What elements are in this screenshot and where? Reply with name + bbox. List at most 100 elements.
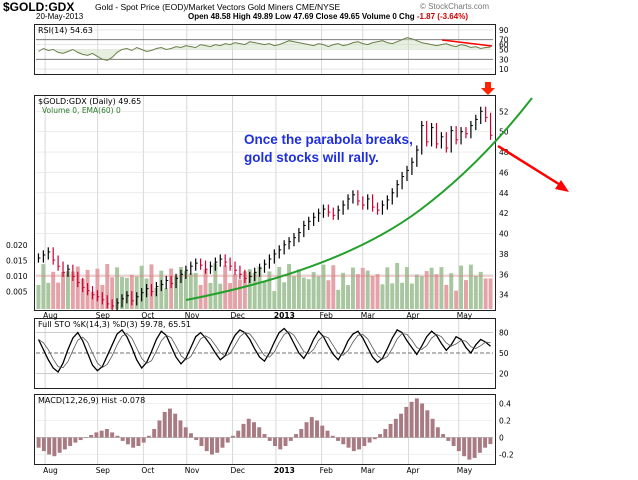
price-tick-label: 48 xyxy=(499,148,509,157)
volume-bar xyxy=(178,266,183,309)
macd-hist-bar xyxy=(393,418,398,438)
macd-hist-bar xyxy=(362,437,367,446)
volume-bar xyxy=(483,278,488,309)
macd-tick-label: -0.2 xyxy=(499,451,514,460)
volume-bar xyxy=(360,267,365,309)
volume-tick-label: 0.005 xyxy=(6,288,28,297)
volume-bar xyxy=(488,278,493,309)
volume-bar xyxy=(120,276,124,309)
volume-bar xyxy=(61,271,65,309)
volume-bar xyxy=(419,276,424,309)
macd-hist-bar xyxy=(467,437,472,460)
chart-symbol: $GOLD:GDX xyxy=(3,0,75,14)
macd-hist-bar xyxy=(173,413,178,438)
volume-bar xyxy=(51,271,56,309)
sto-tick-label: 50 xyxy=(499,349,509,358)
sto-panel-title: Full STO %K(14,3) %D(3) 59.78, 65.51 xyxy=(38,320,191,329)
macd-hist-bar xyxy=(83,437,88,439)
macd-hist-bar xyxy=(78,437,83,441)
volume-bar xyxy=(355,274,360,309)
volume-bar xyxy=(390,283,395,309)
annotation-line-2: gold stocks will rally. xyxy=(244,150,379,165)
volume-bar xyxy=(46,282,51,309)
macd-hist-bar xyxy=(99,430,104,438)
macd-hist-bar xyxy=(357,437,362,450)
ohlc-readout: Open 48.58 High 49.89 Low 47.69 Close 49… xyxy=(188,12,468,21)
volume-bar xyxy=(439,267,444,309)
top-down-arrow-icon xyxy=(481,82,495,95)
macd-hist-bar xyxy=(215,437,220,453)
x-tick-label: Oct xyxy=(141,311,154,320)
volume-bar xyxy=(336,289,341,309)
macd-hist-bar xyxy=(451,437,456,446)
macd-hist-bar xyxy=(136,437,141,446)
volume-bar xyxy=(331,265,336,309)
sto-k-line xyxy=(37,327,491,373)
volume-bar xyxy=(321,264,326,309)
macd-hist-bar xyxy=(483,437,488,448)
macd-hist-bar xyxy=(231,435,235,438)
macd-hist-bar xyxy=(41,437,46,452)
macd-tick-label: 0.2 xyxy=(499,417,511,426)
volume-tick-label: 0.010 xyxy=(6,272,28,281)
macd-hist-bar xyxy=(110,432,115,438)
macd-hist-bar xyxy=(236,430,241,438)
volume-bar xyxy=(370,276,375,309)
rsi-fill xyxy=(38,37,491,61)
price-tick-label: 38 xyxy=(499,250,509,259)
volume-bar xyxy=(110,277,115,309)
x-tick-label: Sep xyxy=(96,466,110,475)
volume-bar xyxy=(237,279,242,309)
volume-bar xyxy=(464,280,468,309)
volume-bar xyxy=(429,267,434,309)
macd-hist-bar xyxy=(36,437,41,448)
macd-hist-bar xyxy=(262,434,267,438)
macd-hist-bar xyxy=(225,437,230,443)
macd-hist-bar xyxy=(330,435,335,438)
volume-bar xyxy=(424,271,429,309)
volume-bar xyxy=(311,272,316,309)
volume-bar xyxy=(449,273,454,309)
macd-hist-bar xyxy=(57,437,62,453)
macd-hist-bar xyxy=(68,437,73,446)
breakdown-arrow-icon xyxy=(555,180,569,192)
volume-bar xyxy=(287,264,292,309)
macd-hist-bar xyxy=(210,437,214,455)
volume-bar xyxy=(380,284,385,309)
x-tick-label: 2013 xyxy=(274,466,295,475)
volume-bar xyxy=(95,268,100,309)
macd-hist-bar xyxy=(378,434,383,438)
stockcharts-brand: © StockCharts.com xyxy=(420,2,490,11)
volume-bar xyxy=(306,279,311,309)
macd-hist-bar xyxy=(146,435,151,438)
volume-bar xyxy=(341,272,346,309)
macd-hist-bar xyxy=(346,437,351,448)
volume-bar xyxy=(459,265,464,309)
macd-hist-bar xyxy=(125,437,130,445)
macd-hist-bar xyxy=(115,435,120,438)
macd-hist-bar xyxy=(273,437,277,446)
x-tick-label: Nov xyxy=(185,311,200,320)
price-tick-label: 44 xyxy=(499,189,509,198)
volume-bar xyxy=(434,274,439,309)
volume-bar xyxy=(267,271,272,309)
macd-hist-bar xyxy=(325,430,330,438)
rsi-tick-label: 30 xyxy=(499,55,509,64)
x-tick-label: Mar xyxy=(361,311,376,320)
macd-hist-bar xyxy=(435,427,440,438)
volume-bar xyxy=(247,269,252,309)
macd-tick-label: 0.4 xyxy=(499,400,511,409)
volume-bar xyxy=(385,267,390,309)
macd-hist-bar xyxy=(320,425,325,438)
volume-bar xyxy=(272,291,277,309)
chart-description: Gold - Spot Price (EOD)/Market Vectors G… xyxy=(95,2,341,12)
macd-hist-bar xyxy=(94,432,99,438)
volume-bar xyxy=(139,265,144,309)
volume-bar xyxy=(80,278,85,309)
volume-tick-label: 0.020 xyxy=(6,241,28,250)
volume-tick-label: 0.015 xyxy=(6,257,28,266)
macd-hist-bar xyxy=(278,437,283,450)
volume-bar xyxy=(346,285,351,309)
volume-bar xyxy=(203,269,208,309)
